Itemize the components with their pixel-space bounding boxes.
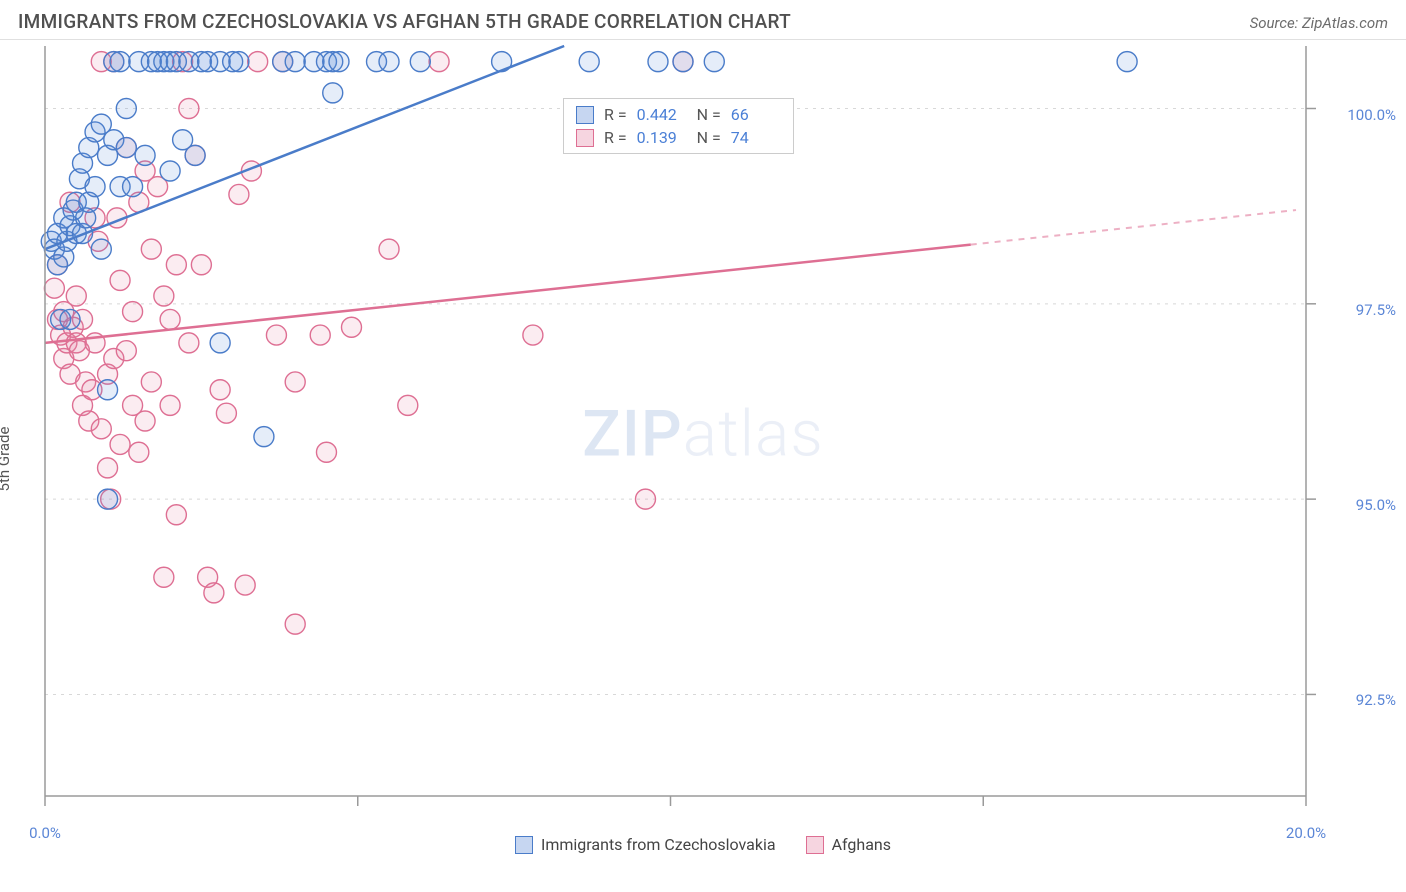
header: IMMIGRANTS FROM CZECHOSLOVAKIA VS AFGHAN… — [0, 0, 1406, 40]
source-label: Source: ZipAtlas.com — [1250, 14, 1388, 32]
y-tick-label: 100.0% — [1347, 106, 1396, 124]
legend-stat-row: R =0.442N =66 — [564, 103, 793, 126]
y-tick-label: 92.5% — [1356, 691, 1396, 709]
legend-item: Afghans — [806, 835, 891, 854]
legend-bottom: Immigrants from Czechoslovakia Afghans — [0, 829, 1406, 860]
chart-title: IMMIGRANTS FROM CZECHOSLOVAKIA VS AFGHAN… — [18, 10, 791, 33]
y-axis-label: 5th Grade — [0, 427, 13, 492]
legend-stat-row: R =0.139N =74 — [564, 126, 793, 149]
chart-area: 5th Grade ZIPatlas R =0.442N =66R =0.139… — [0, 40, 1406, 860]
scatter-plot — [0, 40, 1406, 830]
y-tick-label: 95.0% — [1356, 496, 1396, 514]
correlation-legend-box: R =0.442N =66R =0.139N =74 — [563, 98, 794, 154]
legend-item: Immigrants from Czechoslovakia — [515, 835, 776, 854]
y-tick-label: 97.5% — [1356, 301, 1396, 319]
